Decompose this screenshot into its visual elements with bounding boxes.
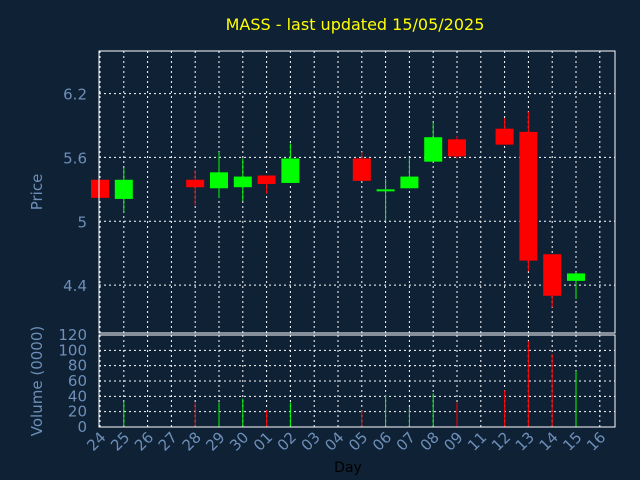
candle-body xyxy=(281,158,300,183)
candle-body xyxy=(352,158,371,181)
price-axis-label: Price xyxy=(28,174,46,211)
x-axis-label: Day xyxy=(334,460,362,476)
volume-grid xyxy=(99,334,615,428)
day-tick-label: 08 xyxy=(417,428,443,454)
price-y-tick-labels: 4.4 5 5.6 6.2 xyxy=(63,86,87,296)
candle-body xyxy=(91,179,109,198)
candle-body xyxy=(567,273,585,281)
candle-body xyxy=(543,254,562,296)
candle-body xyxy=(186,179,205,188)
candle-body xyxy=(400,176,419,189)
candle-body xyxy=(519,131,538,261)
day-tick-label: 12 xyxy=(488,428,514,454)
volume-y-tick-label: 120 xyxy=(58,326,87,344)
candlestick-series xyxy=(91,111,585,308)
candle-body xyxy=(233,176,252,188)
day-tick-label: 06 xyxy=(369,428,395,454)
volume-y-tick-label: 40 xyxy=(68,387,87,405)
price-y-tick-label: 4.4 xyxy=(63,277,87,295)
price-y-tick-label: 5 xyxy=(77,213,87,231)
day-tick-label: 07 xyxy=(393,428,419,454)
volume-y-tick-label: 0 xyxy=(77,418,87,436)
price-y-tick-label: 6.2 xyxy=(63,86,87,104)
day-tick-label: 28 xyxy=(179,428,205,454)
volume-plot-frame xyxy=(98,334,616,428)
day-tick-label: 29 xyxy=(202,428,228,454)
day-tick-labels: 2425262728293001020304050607080911121314… xyxy=(83,428,609,454)
day-tick-label: 27 xyxy=(155,428,181,454)
day-tick-label: 02 xyxy=(274,428,300,454)
candle-body xyxy=(114,179,133,199)
day-tick-label: 16 xyxy=(583,428,609,454)
day-tick-label: 04 xyxy=(321,428,347,454)
day-tick-label: 03 xyxy=(298,428,324,454)
day-tick-label: 15 xyxy=(559,428,585,454)
volume-y-tick-label: 60 xyxy=(68,372,87,390)
candle-body xyxy=(424,137,443,162)
price-y-tick-label: 5.6 xyxy=(63,149,87,167)
candle-body xyxy=(210,172,228,189)
day-tick-label: 13 xyxy=(512,428,538,454)
day-tick-label: 14 xyxy=(536,428,562,454)
day-tick-label: 25 xyxy=(107,428,133,454)
day-tick-label: 26 xyxy=(131,428,157,454)
volume-y-tick-label: 80 xyxy=(68,357,87,375)
volume-series xyxy=(123,341,577,427)
day-tick-label: 09 xyxy=(440,428,466,454)
day-tick-label: 24 xyxy=(83,428,109,454)
candle-body xyxy=(376,189,395,192)
price-grid xyxy=(99,51,615,333)
day-tick-label: 11 xyxy=(464,428,490,454)
candle-body xyxy=(448,139,466,157)
volume-y-tick-label: 20 xyxy=(68,403,87,421)
day-tick-label: 30 xyxy=(226,428,252,454)
chart-title: MASS - last updated 15/05/2025 xyxy=(226,15,485,34)
price-plot-frame xyxy=(98,50,616,334)
day-tick-label: 01 xyxy=(250,428,276,454)
candle-body xyxy=(257,175,276,185)
volume-y-tick-label: 100 xyxy=(58,341,87,359)
day-tick-label: 05 xyxy=(345,428,371,454)
candle-body xyxy=(495,128,514,145)
volume-axis-label: Volume (0000) xyxy=(28,326,46,436)
